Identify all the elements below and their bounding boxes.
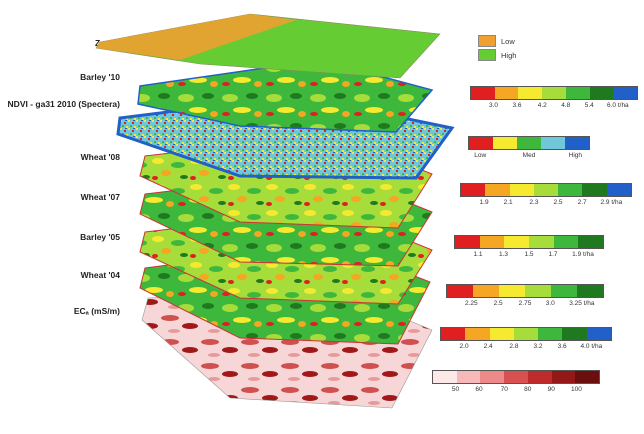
legend-tick: 2.75: [518, 300, 532, 307]
legend-wheat-07: 1.1 1.3 1.5 1.7 1.9 t/ha: [454, 235, 604, 261]
legend-tick: 3.25 t/ha: [569, 300, 595, 307]
legend-tick: 1.1: [473, 251, 483, 258]
legend-tick: 2.0: [459, 343, 469, 350]
legend-eca: 50 60 70 80 90 100: [432, 370, 600, 396]
legend-tick: 1.7: [548, 251, 558, 258]
legend-tick: 2.8: [509, 343, 519, 350]
legend-tick: 2.5: [553, 199, 563, 206]
legend-tick: 60: [475, 386, 483, 393]
layer-label-barley-05: Barley '05: [80, 232, 120, 242]
legend-wheat-08: 1.9 2.1 2.3 2.5 2.7 2.9 t/ha: [460, 183, 632, 209]
legend-tick: 2.1: [503, 199, 513, 206]
zone-low-label: Low: [501, 36, 515, 46]
legend-tick: 4.8: [561, 102, 571, 109]
legend-barley-10-colorbar: [470, 86, 638, 100]
zone-legend-low: Low: [478, 34, 516, 48]
legend-tick: 3.6: [512, 102, 522, 109]
layer-label-barley-10: Barley '10: [80, 72, 120, 82]
legend-barley-05-colorbar: [446, 284, 604, 298]
zone-legend: Low High: [478, 34, 516, 62]
legend-tick: 2.7: [577, 199, 587, 206]
legend-tick: 3.0: [545, 300, 555, 307]
legend-wheat-07-colorbar: [454, 235, 604, 249]
layer-label-wheat-07: Wheat '07: [80, 192, 120, 202]
legend-tick: 80: [524, 386, 532, 393]
legend-tick: 100: [571, 386, 582, 393]
legend-tick: 1.5: [524, 251, 534, 258]
zone-high-swatch: [478, 49, 496, 61]
legend-tick: 2.9 t/ha: [600, 199, 623, 206]
legend-tick: 2.3: [529, 199, 539, 206]
legend-tick: 70: [500, 386, 508, 393]
legend-tick: 3.2: [533, 343, 543, 350]
legend-tick: 4.0 t/ha: [580, 343, 603, 350]
legend-tick: 1.9 t/ha: [572, 251, 594, 258]
layer-label-wheat-08: Wheat '08: [80, 152, 120, 162]
zone-low-swatch: [478, 35, 496, 47]
legend-wheat-04-colorbar: [440, 327, 612, 341]
legend-tick: 2.5: [493, 300, 503, 307]
legend-tick: 1.9: [479, 199, 489, 206]
legend-tick: 3.6: [557, 343, 567, 350]
legend-ndvi: Low Med High: [468, 136, 590, 162]
legend-wheat-04: 2.0 2.4 2.8 3.2 3.6 4.0 t/ha: [440, 327, 612, 353]
zones-low-area: [96, 14, 296, 60]
legend-tick: 4.2: [537, 102, 547, 109]
legend-barley-05: 2.25 2.5 2.75 3.0 3.25 t/ha: [446, 284, 604, 310]
legend-tick: 1.3: [498, 251, 509, 258]
legend-tick: 2.25: [464, 300, 478, 307]
legend-wheat-08-colorbar: [460, 183, 632, 197]
legend-tick: 3.0: [488, 102, 499, 109]
legend-ndvi-colorbar: [468, 136, 590, 150]
legend-tick: 2.4: [483, 343, 493, 350]
legend-tick: 6.0 t/ha: [606, 102, 629, 109]
legend-tick: High: [568, 152, 583, 159]
zone-legend-high: High: [478, 48, 516, 62]
legend-tick: Low: [474, 152, 487, 159]
legend-tick: 5.4: [584, 102, 594, 109]
layer-label-ndvi: NDVI - ga31 2010 (Spectera): [7, 99, 120, 109]
layer-label-wheat-04: Wheat '04: [80, 270, 120, 280]
legend-eca-colorbar: [432, 370, 600, 384]
layer-label-eca: ECₐ (mS/m): [73, 306, 120, 316]
legend-tick: 90: [547, 386, 555, 393]
legend-tick: Med: [522, 152, 536, 159]
legend-tick: 50: [451, 386, 460, 393]
legend-barley-10: 3.0 3.6 4.2 4.8 5.4 6.0 t/ha: [470, 86, 638, 112]
zone-high-label: High: [501, 50, 517, 60]
